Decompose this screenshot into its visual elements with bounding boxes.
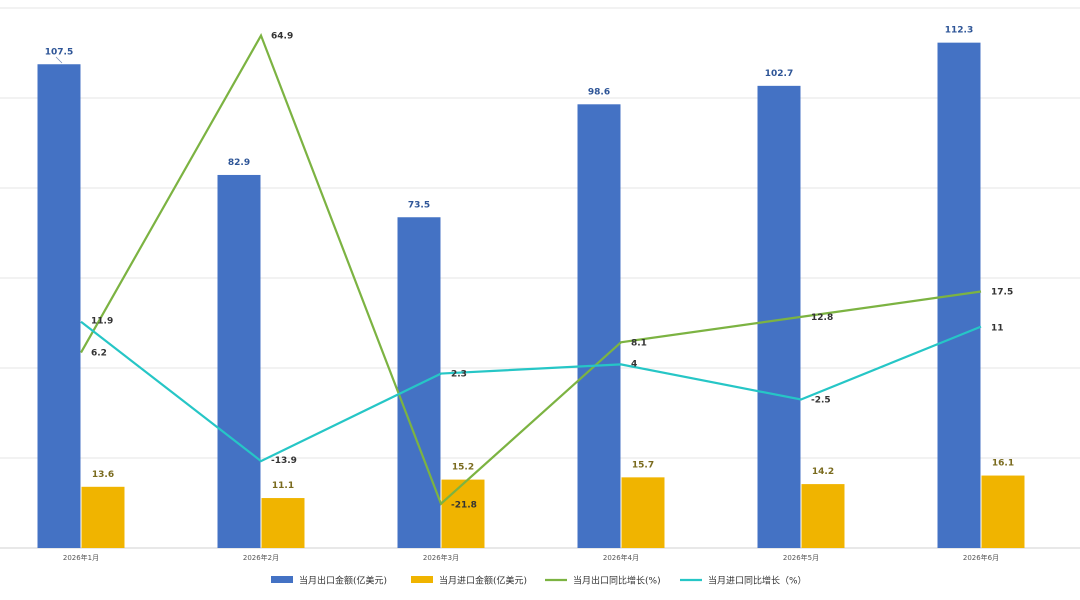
import-bar — [81, 486, 125, 548]
export-bar — [577, 104, 621, 549]
legend-label: 当月进口金额(亿美元) — [439, 575, 527, 587]
import-bar-label: 15.7 — [632, 460, 654, 470]
legend-label: 当月出口金额(亿美元) — [299, 575, 387, 587]
import-growth-line — [80, 320, 982, 463]
gridlines — [0, 7, 1080, 549]
import-growth-label: 4 — [631, 359, 637, 369]
x-tick-label: 2026年1月 — [63, 553, 99, 562]
legend-label: 当月进口同比增长（%） — [708, 575, 807, 587]
export-bar — [397, 217, 441, 548]
legend-label: 当月出口同比增长(%) — [573, 575, 661, 587]
export-growth-line — [80, 32, 982, 506]
import-bar-label: 14.2 — [812, 467, 834, 477]
export-growth-label: 12.8 — [811, 313, 833, 323]
export-bar-label: 112.3 — [945, 26, 973, 36]
export-bar-label: 73.5 — [408, 200, 430, 210]
export-bar-label: 102.7 — [765, 69, 793, 79]
lines — [80, 32, 982, 506]
x-axis: 2026年1月 2026年2月 2026年3月 2026年4月 2026年5月 2026年… — [63, 553, 999, 562]
export-bar — [37, 64, 81, 548]
import-bar — [441, 479, 485, 548]
x-tick-label: 2026年5月 — [783, 553, 819, 562]
bars — [37, 42, 1025, 549]
import-bar-label: 16.1 — [992, 459, 1014, 469]
import-bar-label: 11.1 — [272, 481, 294, 491]
import-growth-label: 11.9 — [91, 317, 113, 327]
export-bar-label: 82.9 — [228, 158, 250, 168]
export-growth-label: 64.9 — [271, 32, 293, 42]
x-tick-label: 2026年3月 — [423, 553, 459, 562]
import-growth-label: -13.9 — [271, 456, 297, 466]
legend-swatch — [271, 576, 293, 583]
export-growth-label: 17.5 — [991, 288, 1013, 298]
import-bar — [621, 477, 665, 548]
import-bar — [801, 484, 845, 548]
labels: 107.5 13.6 82.9 11.1 73.5 15.2 98.6 15.7 102.7 14… — [45, 26, 1014, 511]
leader-line — [55, 56, 63, 64]
export-growth-label: -21.8 — [451, 501, 477, 511]
x-tick-label: 2026年2月 — [243, 553, 279, 562]
export-growth-label: 6.2 — [91, 349, 107, 359]
import-bar — [261, 498, 305, 548]
import-bar-label: 15.2 — [452, 463, 474, 473]
export-bar-label: 107.5 — [45, 47, 73, 57]
x-tick-label: 2026年4月 — [603, 553, 639, 562]
import-bar-label: 13.6 — [92, 470, 114, 480]
export-growth-label: 8.1 — [631, 338, 647, 348]
legend-swatch — [411, 576, 433, 583]
x-tick-label: 2026年6月 — [963, 553, 999, 562]
export-bar-label: 98.6 — [588, 87, 610, 97]
legend: 当月出口金额(亿美元) 当月进口金额(亿美元) 当月出口同比增长(%) 当月进口同比增… — [271, 575, 807, 587]
export-bar — [217, 174, 261, 548]
import-growth-label: 11 — [991, 324, 1004, 334]
import-growth-label: 2.3 — [451, 370, 467, 380]
import-bar — [981, 475, 1025, 548]
import-growth-label: -2.5 — [811, 396, 831, 406]
